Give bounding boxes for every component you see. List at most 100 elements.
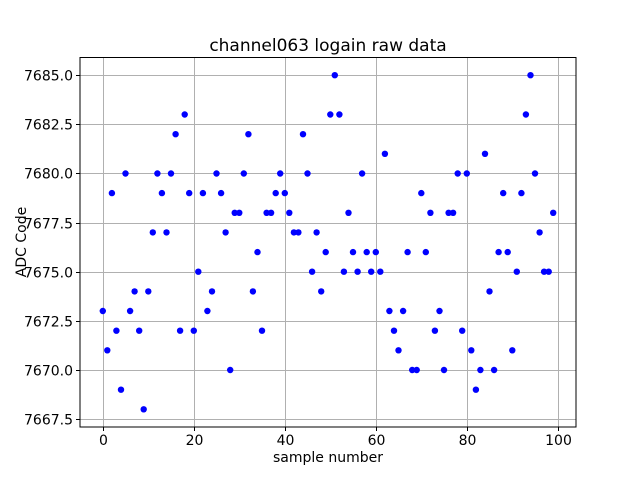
data-point — [518, 189, 525, 197]
data-point — [99, 307, 107, 315]
data-point — [217, 189, 225, 197]
chart-title: channel063 logain raw data — [209, 36, 446, 56]
data-point — [486, 288, 493, 295]
data-point — [413, 366, 420, 374]
data-point — [463, 170, 470, 177]
data-point — [386, 307, 393, 315]
y-tick-label: 7680.0 — [24, 167, 73, 183]
data-point — [249, 288, 257, 295]
data-point — [267, 209, 275, 216]
data-point — [472, 386, 480, 393]
data-point — [236, 209, 243, 216]
data-point — [263, 209, 270, 216]
data-point — [427, 209, 434, 216]
data-point — [449, 209, 457, 216]
data-point — [527, 72, 534, 79]
axis-tick-labels: 0 20 40 60 80 100 7667.5 7670.0 7672.5 7675.0 7677… — [24, 69, 572, 450]
data-point — [126, 307, 134, 315]
data-point — [490, 366, 498, 374]
data-point — [186, 189, 193, 197]
data-point — [199, 189, 207, 197]
data-point — [345, 209, 352, 216]
data-point — [163, 229, 170, 236]
y-tick-label: 7672.5 — [24, 315, 73, 331]
y-tick-label: 7682.5 — [24, 118, 73, 134]
data-point — [399, 307, 407, 315]
y-tick-label: 7667.5 — [24, 413, 73, 429]
data-point — [281, 189, 288, 197]
data-point — [149, 229, 156, 236]
data-point — [422, 248, 429, 256]
data-point — [440, 366, 448, 374]
data-point — [545, 268, 552, 275]
data-point — [381, 150, 389, 157]
data-point — [136, 327, 143, 334]
data-point — [500, 189, 507, 197]
x-tick-label: 20 — [186, 433, 204, 449]
data-point — [477, 366, 484, 374]
data-point — [272, 189, 279, 197]
data-point — [436, 307, 443, 315]
data-point — [140, 406, 147, 413]
data-point — [390, 327, 398, 334]
data-point — [495, 248, 502, 256]
data-point — [286, 209, 293, 216]
x-tick-label: 40 — [277, 433, 295, 449]
data-point — [108, 189, 116, 197]
data-point — [540, 268, 548, 275]
data-point — [418, 189, 425, 197]
x-tick-label: 60 — [368, 433, 386, 449]
data-point — [104, 347, 111, 354]
data-point — [409, 366, 416, 374]
data-point — [363, 248, 370, 256]
data-point — [331, 72, 338, 79]
data-point — [145, 288, 152, 295]
data-point — [295, 229, 302, 236]
y-axis-label: ADC Code — [14, 207, 30, 277]
data-point — [522, 111, 530, 118]
data-point — [154, 170, 161, 177]
data-point — [313, 229, 320, 236]
data-point — [431, 327, 439, 334]
axis-tick-marks — [76, 75, 559, 431]
data-point — [340, 268, 348, 275]
data-point — [131, 288, 138, 295]
data-points — [99, 72, 557, 413]
plot-border — [79, 57, 577, 428]
data-point — [536, 229, 543, 236]
data-point — [208, 288, 216, 295]
data-point — [504, 248, 511, 256]
data-point — [227, 366, 234, 374]
y-tick-label: 7675.0 — [24, 266, 73, 282]
data-point — [454, 170, 461, 177]
data-point — [358, 170, 366, 177]
data-point — [322, 248, 329, 256]
data-point — [181, 111, 188, 118]
y-tick-label: 7685.0 — [24, 69, 73, 85]
data-point — [213, 170, 220, 177]
data-point — [222, 229, 229, 236]
data-point — [327, 111, 334, 118]
data-point — [368, 268, 375, 275]
data-point — [509, 347, 516, 354]
data-point — [354, 268, 361, 275]
data-point — [318, 288, 325, 295]
x-tick-label: 100 — [545, 433, 572, 449]
data-point — [254, 248, 261, 256]
data-point — [190, 327, 197, 334]
data-point — [231, 209, 238, 216]
data-point — [481, 150, 489, 157]
data-point — [245, 131, 252, 138]
data-point — [445, 209, 452, 216]
data-point — [240, 170, 247, 177]
data-point — [258, 327, 266, 334]
data-point — [395, 347, 402, 354]
data-point — [372, 248, 379, 256]
x-tick-label: 80 — [459, 433, 477, 449]
data-point — [204, 307, 211, 315]
data-point — [158, 189, 166, 197]
data-point — [113, 327, 120, 334]
data-point — [176, 327, 184, 334]
grid-lines — [80, 57, 576, 427]
